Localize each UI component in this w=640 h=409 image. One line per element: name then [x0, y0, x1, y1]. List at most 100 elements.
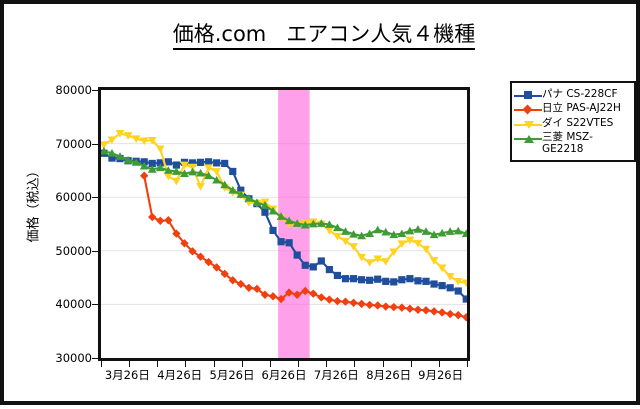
data-marker	[260, 201, 270, 209]
x-tick-label: 7月26日	[313, 368, 359, 382]
x-tick-mark	[101, 361, 102, 367]
data-marker	[445, 227, 455, 235]
data-marker	[180, 161, 189, 170]
data-marker	[276, 212, 286, 220]
data-marker	[300, 220, 310, 229]
data-marker	[405, 226, 415, 235]
data-marker	[252, 284, 262, 294]
data-marker	[406, 275, 414, 283]
data-marker	[131, 135, 141, 143]
y-tick-label: 80000	[55, 83, 92, 97]
y-tick-mark	[92, 90, 98, 91]
data-marker	[188, 167, 197, 176]
data-marker	[156, 216, 165, 225]
data-marker	[212, 263, 221, 272]
data-marker	[309, 289, 318, 298]
data-marker	[139, 161, 149, 170]
data-marker	[212, 175, 222, 184]
data-marker	[293, 251, 301, 259]
legend-marker-triangle-down-icon	[514, 118, 542, 131]
data-marker	[316, 219, 326, 227]
data-marker	[268, 206, 278, 215]
data-marker	[413, 225, 423, 233]
data-marker	[381, 302, 390, 311]
data-marker	[260, 290, 270, 299]
data-marker	[389, 230, 399, 239]
data-marker	[163, 172, 173, 181]
data-marker	[284, 216, 294, 225]
y-axis-ticks: 30000 40000 50000 60000 70000 80000	[4, 4, 640, 409]
chart-canvas	[101, 90, 467, 358]
data-marker	[108, 154, 116, 162]
data-marker	[188, 247, 197, 256]
x-tick-mark	[410, 361, 412, 367]
legend-item[interactable]: 三菱 MSZ-GE2218	[514, 131, 630, 155]
x-tick-mark	[326, 361, 328, 367]
data-marker	[140, 158, 148, 166]
data-marker	[381, 258, 391, 266]
y-tick-label: 50000	[55, 243, 92, 258]
data-marker	[164, 158, 172, 166]
data-marker	[261, 208, 269, 216]
title-part-kakaku: 価格.com	[172, 22, 267, 46]
y-tick-label: 60000	[55, 190, 92, 205]
x-tick-label: 4月26日	[157, 368, 203, 382]
data-marker	[454, 310, 463, 320]
data-marker	[252, 198, 262, 206]
data-marker	[462, 313, 467, 322]
data-marker	[196, 183, 205, 191]
data-marker	[437, 308, 447, 317]
x-tick-label: 8月26日	[366, 368, 412, 382]
data-marker	[163, 166, 173, 174]
data-marker	[107, 149, 117, 157]
data-marker	[123, 132, 133, 140]
data-marker	[292, 219, 302, 227]
legend-item[interactable]: パナ CS-228CF	[514, 88, 630, 102]
data-marker	[429, 257, 439, 265]
data-marker	[365, 259, 375, 267]
plot-area	[98, 87, 470, 361]
x-tick-mark	[185, 361, 187, 367]
data-marker	[397, 240, 407, 249]
data-marker	[101, 141, 109, 149]
data-marker	[438, 282, 446, 290]
data-marker	[333, 232, 342, 241]
data-marker	[228, 186, 238, 194]
data-marker	[317, 257, 325, 265]
data-marker	[454, 287, 462, 295]
data-marker	[333, 223, 342, 232]
data-marker	[196, 158, 205, 166]
data-marker	[220, 269, 229, 279]
legend-item[interactable]: ダイ S22VTES	[514, 117, 630, 131]
data-marker	[398, 276, 406, 284]
data-marker	[357, 276, 366, 284]
data-marker	[366, 276, 374, 284]
data-marker	[445, 309, 455, 319]
y-tick-mark	[92, 143, 98, 145]
title-part-product: エアコン人気４機種	[286, 22, 476, 46]
data-marker	[204, 164, 214, 172]
data-marker	[277, 238, 285, 246]
data-marker	[204, 171, 214, 180]
x-tick-mark	[241, 361, 243, 367]
data-marker	[229, 167, 237, 176]
x-tick-mark	[157, 361, 159, 367]
legend-item[interactable]: 日立 PAS-AJ22H	[514, 102, 630, 116]
data-marker	[349, 229, 358, 238]
data-marker	[236, 279, 246, 289]
data-marker	[421, 245, 431, 254]
legend-label: 三菱 MSZ-GE2218	[542, 131, 593, 155]
data-marker	[389, 302, 398, 312]
x-tick-mark	[269, 361, 271, 367]
data-marker	[421, 227, 431, 235]
legend-label: パナ CS-228CF	[542, 87, 618, 100]
series-line	[102, 150, 467, 237]
data-marker	[349, 243, 358, 251]
legend-symbol	[524, 120, 534, 129]
data-marker	[172, 229, 181, 238]
x-tick-mark	[129, 361, 131, 367]
data-marker	[405, 304, 415, 313]
y-tick-label: 40000	[55, 297, 92, 312]
data-marker	[171, 167, 181, 175]
data-marker	[107, 136, 117, 145]
